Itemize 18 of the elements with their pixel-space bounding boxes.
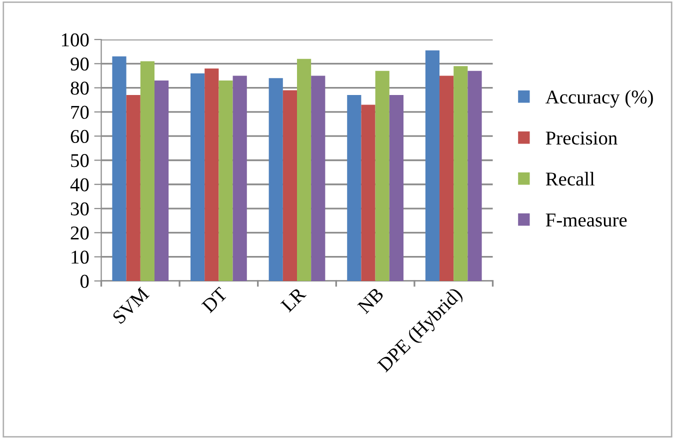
y-tick-label: 30 bbox=[70, 202, 89, 216]
x-tick-label: DT bbox=[201, 286, 228, 314]
y-tick-label: 80 bbox=[70, 82, 89, 95]
legend-label: Accuracy (%) bbox=[545, 90, 653, 108]
y-tick-label: 60 bbox=[70, 130, 89, 144]
y-tick-label: 0 bbox=[80, 274, 89, 288]
legend-label: Precision bbox=[546, 132, 618, 145]
y-tick-label: 10 bbox=[72, 250, 89, 264]
y-tick-label: 40 bbox=[70, 178, 89, 192]
x-tick-label: NB bbox=[357, 287, 384, 314]
legend-label: Recall bbox=[546, 172, 595, 186]
legend-label: F-measure bbox=[546, 214, 627, 227]
y-tick-label: 20 bbox=[70, 226, 89, 240]
y-tick-label: 100 bbox=[62, 33, 89, 46]
x-tick-label: LR bbox=[280, 286, 307, 313]
y-tick-label: 90 bbox=[70, 57, 89, 71]
y-tick-label: 70 bbox=[71, 106, 89, 119]
y-tick-label: 50 bbox=[71, 154, 89, 168]
